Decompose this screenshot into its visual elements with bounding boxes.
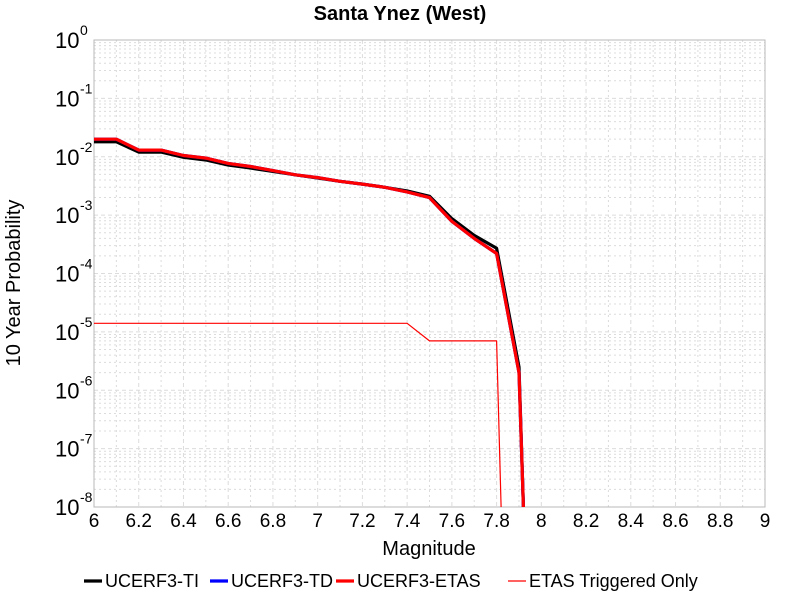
x-tick-labels: 6 6.2 6.4 6.6 6.8 7 7.2 7.4 7.6 7.8 8 8.2 8.4 8.6 8.8 9 bbox=[89, 511, 771, 532]
y-tick-label: 10 bbox=[55, 145, 79, 170]
x-tick-label: 8 bbox=[536, 511, 547, 532]
y-tick-exponent: -3 bbox=[80, 197, 93, 213]
x-tick-label: 6.4 bbox=[170, 511, 197, 532]
chart-title: Santa Ynez (West) bbox=[314, 3, 487, 25]
y-tick-label: 10 bbox=[55, 28, 79, 53]
x-axis-label: Magnitude bbox=[382, 538, 475, 560]
x-tick-label: 6.6 bbox=[215, 511, 241, 532]
y-tick-exponent: -5 bbox=[80, 314, 93, 330]
series-line-ucerf3-ti bbox=[94, 140, 525, 508]
y-tick-exponent: -7 bbox=[80, 431, 93, 447]
x-tick-label: 7.8 bbox=[483, 511, 509, 532]
series-line-etas-triggered-only bbox=[94, 322, 502, 508]
x-tick-label: 7.4 bbox=[394, 511, 421, 532]
x-tick-label: 8.6 bbox=[662, 511, 688, 532]
y-tick-exponent: -6 bbox=[80, 372, 93, 388]
x-tick-label: 8.2 bbox=[573, 511, 599, 532]
x-tick-label: 8.8 bbox=[707, 511, 733, 532]
y-tick-label: 10 bbox=[55, 437, 79, 462]
x-tick-label: 6 bbox=[89, 511, 100, 532]
y-tick-label: 10 bbox=[55, 203, 79, 228]
y-tick-exponent: -8 bbox=[80, 489, 93, 505]
x-tick-label: 6.8 bbox=[260, 511, 286, 532]
y-axis-label: 10 Year Probability bbox=[3, 200, 25, 367]
y-tick-label: 10 bbox=[55, 495, 79, 520]
y-tick-label: 10 bbox=[55, 320, 79, 345]
x-tick-label: 7.6 bbox=[439, 511, 465, 532]
x-tick-label: 9 bbox=[760, 511, 771, 532]
y-tick-exponent: -4 bbox=[80, 256, 93, 272]
series-line-ucerf3-etas bbox=[94, 137, 525, 508]
legend: UCERF3-TI UCERF3-TD UCERF3-ETAS ETAS Trigge… bbox=[84, 571, 698, 591]
legend-label: UCERF3-ETAS bbox=[357, 571, 481, 591]
y-tick-exponent: 0 bbox=[80, 22, 88, 38]
y-tick-label: 10 bbox=[55, 86, 79, 111]
grid bbox=[93, 40, 766, 508]
series-layer bbox=[94, 137, 525, 508]
x-tick-label: 6.2 bbox=[126, 511, 152, 532]
y-tick-label: 10 bbox=[55, 378, 79, 403]
y-tick-label: 10 bbox=[55, 262, 79, 287]
x-tick-label: 8.4 bbox=[618, 511, 645, 532]
x-tick-label: 7 bbox=[312, 511, 323, 532]
legend-label: UCERF3-TD bbox=[231, 571, 333, 591]
legend-label: ETAS Triggered Only bbox=[529, 571, 698, 591]
y-tick-exponent: -1 bbox=[80, 80, 93, 96]
x-tick-label: 7.2 bbox=[349, 511, 375, 532]
legend-label: UCERF3-TI bbox=[105, 571, 199, 591]
plot-frame bbox=[93, 39, 766, 508]
y-tick-exponent: -2 bbox=[80, 139, 93, 155]
